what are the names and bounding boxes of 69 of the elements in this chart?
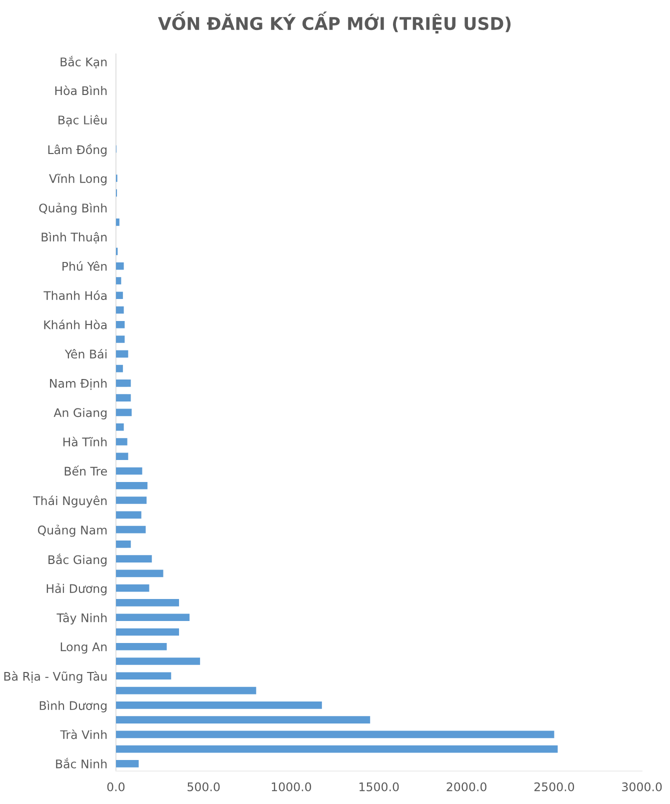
bar bbox=[116, 584, 150, 592]
bar bbox=[116, 628, 180, 636]
y-tick-label: Nam Định bbox=[50, 378, 107, 390]
y-tick-label: Tây Ninh bbox=[56, 612, 107, 625]
y-tick-label: Khánh Hòa bbox=[44, 320, 107, 330]
bar bbox=[116, 452, 128, 460]
y-tick-label: An Giang bbox=[54, 408, 107, 420]
bar bbox=[116, 364, 123, 372]
y-tick-label: Bình Thuận bbox=[42, 232, 107, 244]
y-tick-label: Hòa Bình bbox=[55, 86, 107, 96]
y-tick-label: Thanh Hóa bbox=[44, 290, 107, 300]
bar bbox=[116, 672, 172, 680]
bar bbox=[116, 320, 125, 328]
bar bbox=[116, 482, 148, 490]
bar bbox=[116, 658, 200, 665]
x-tick-label: 0.0 bbox=[107, 782, 125, 792]
y-tick-label: Bạc Liêu bbox=[58, 114, 107, 126]
bar bbox=[116, 292, 123, 300]
bar bbox=[116, 336, 125, 343]
y-tick-label: Bắc Kạn bbox=[60, 56, 107, 68]
bar bbox=[116, 570, 164, 578]
bar bbox=[116, 408, 132, 416]
bar bbox=[116, 394, 131, 402]
bar bbox=[116, 642, 167, 650]
y-tick-label: Bình Dương bbox=[40, 700, 107, 712]
bar bbox=[116, 730, 554, 738]
y-tick-label: Hải Dương bbox=[46, 583, 107, 596]
x-tick-label: 500.0 bbox=[188, 782, 220, 792]
bar bbox=[116, 380, 131, 387]
bar bbox=[116, 467, 142, 475]
bar bbox=[116, 218, 120, 226]
y-tick-label: Quảng Nam bbox=[38, 524, 107, 537]
bar bbox=[116, 511, 142, 519]
y-tick-label: Bến Tre bbox=[64, 466, 107, 476]
bar bbox=[116, 496, 147, 504]
bar bbox=[116, 760, 139, 768]
bar bbox=[116, 614, 190, 622]
x-tick-label: 1000.0 bbox=[272, 782, 312, 792]
bar bbox=[116, 540, 131, 548]
y-tick-label: Trà Vinh bbox=[60, 729, 107, 740]
bar bbox=[116, 306, 124, 314]
bar bbox=[116, 716, 370, 724]
y-tick-label: Yên Bái bbox=[64, 348, 106, 359]
bar bbox=[116, 526, 146, 534]
y-tick-label: Bà Rịa - Vũng Tàu bbox=[4, 671, 107, 684]
x-tick-label: 2500.0 bbox=[534, 782, 574, 792]
bar bbox=[116, 423, 124, 431]
bar bbox=[116, 262, 124, 270]
x-tick-label: 2000.0 bbox=[446, 782, 486, 792]
bar bbox=[116, 277, 122, 284]
y-tick-label: Hà Tĩnh bbox=[63, 436, 107, 446]
chart-title: VỐN ĐĂNG KÝ CẤP MỚI (TRIỆU USD) bbox=[158, 12, 511, 34]
x-tick-label: 1500.0 bbox=[360, 782, 399, 792]
y-tick-label: Vĩnh Long bbox=[49, 174, 107, 186]
bar bbox=[116, 438, 128, 446]
bar bbox=[116, 350, 128, 358]
y-tick-label: Bắc Giang bbox=[48, 554, 107, 566]
x-tick-label: 3000.0 bbox=[622, 782, 662, 792]
y-tick-label: Lâm Đồng bbox=[48, 144, 107, 156]
bar bbox=[116, 745, 558, 753]
bar bbox=[116, 702, 322, 709]
y-tick-label: Quảng Bình bbox=[39, 202, 107, 215]
y-tick-label: Thái Nguyên bbox=[33, 496, 107, 508]
bar bbox=[116, 599, 180, 606]
bar bbox=[116, 686, 256, 694]
y-tick-label: Bắc Ninh bbox=[56, 758, 107, 768]
bar bbox=[116, 555, 152, 562]
y-tick-label: Long An bbox=[60, 642, 107, 654]
y-tick-label: Phú Yên bbox=[62, 261, 107, 271]
